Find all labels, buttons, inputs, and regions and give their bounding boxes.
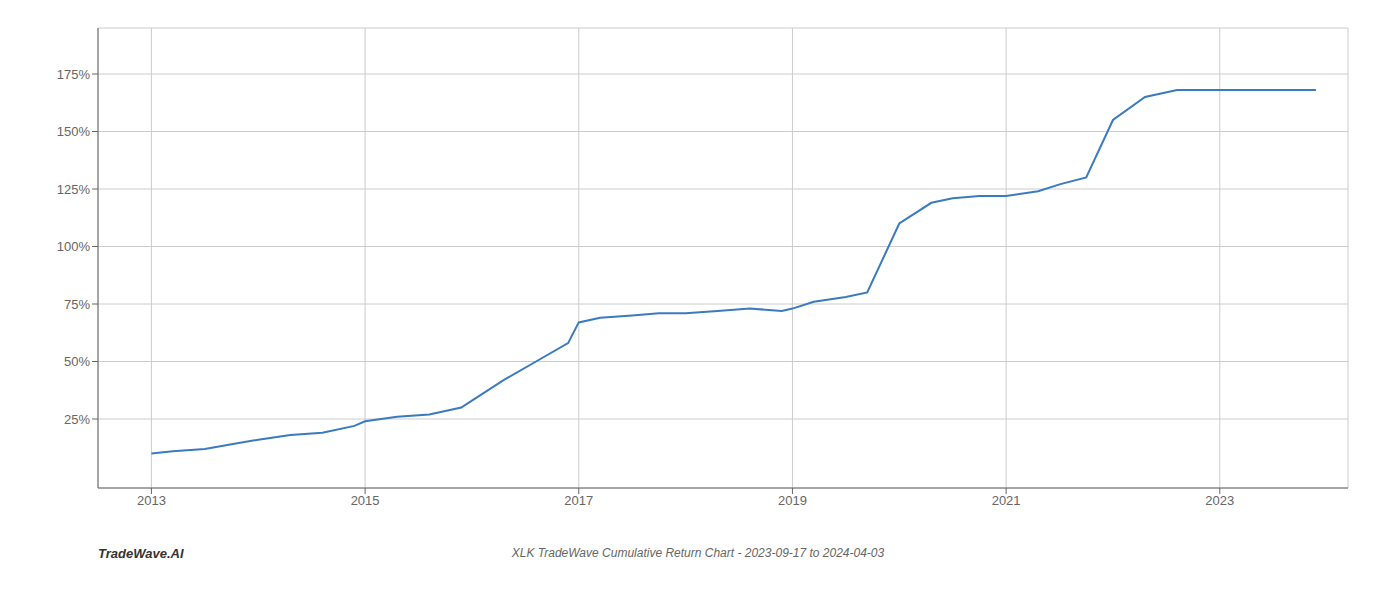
- svg-text:150%: 150%: [57, 124, 91, 139]
- html-text:XLK TradeWave Cumulative Retur: XLK TradeWave Cumulative Return Chart - …: [511, 546, 885, 560]
- svg-text:50%: 50%: [64, 354, 90, 369]
- svg-text:175%: 175%: [57, 67, 91, 82]
- svg-text:2017: 2017: [564, 493, 593, 508]
- svg-text:2021: 2021: [992, 493, 1021, 508]
- svg-text:2019: 2019: [778, 493, 807, 508]
- svg-text:25%: 25%: [64, 412, 90, 427]
- svg-text:2013: 2013: [137, 493, 166, 508]
- svg-text:2023: 2023: [1205, 493, 1234, 508]
- svg-text:2015: 2015: [351, 493, 380, 508]
- svg-text:125%: 125%: [57, 182, 91, 197]
- svg-text:75%: 75%: [64, 297, 90, 312]
- html-text:TradeWave.AI: TradeWave.AI: [98, 545, 184, 561]
- svg-text:100%: 100%: [57, 239, 91, 254]
